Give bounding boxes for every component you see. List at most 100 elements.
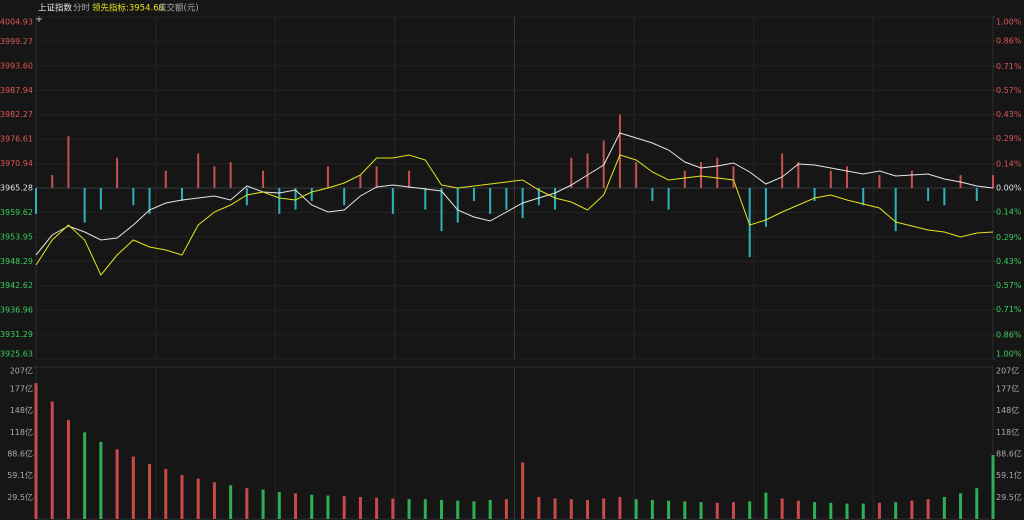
volume-bar bbox=[504, 499, 508, 519]
y-tick-label: 3936.96 bbox=[0, 306, 33, 315]
balance-bar bbox=[764, 188, 767, 227]
indicator-legend: 领先指标:3954.68 bbox=[92, 3, 164, 14]
volume-bar bbox=[115, 449, 119, 519]
y2-tick-label: 0.14% bbox=[996, 207, 1022, 216]
balance-bar bbox=[67, 136, 70, 188]
y-tick-label: 3965.28 bbox=[0, 184, 33, 193]
y-tick-label: 3982.27 bbox=[0, 110, 33, 119]
balance-bar bbox=[424, 188, 427, 210]
y-tick-label: 3993.60 bbox=[0, 61, 33, 70]
balance-bar bbox=[83, 188, 86, 223]
balance-bar bbox=[683, 170, 686, 188]
balance-bar bbox=[278, 188, 281, 214]
volume-bar bbox=[650, 499, 654, 519]
balance-bar bbox=[99, 188, 102, 210]
volume-bar bbox=[180, 474, 184, 519]
volume-bar bbox=[715, 502, 719, 519]
y2-tick-label: 118亿 bbox=[996, 427, 1019, 437]
volume-bar bbox=[861, 503, 865, 519]
balance-bar bbox=[829, 170, 832, 188]
balance-bar bbox=[992, 175, 994, 188]
balance-bar bbox=[35, 188, 37, 214]
balance-bar bbox=[618, 114, 621, 188]
volume-bar bbox=[375, 497, 379, 519]
volume-bar bbox=[634, 499, 638, 519]
balance-bar bbox=[51, 175, 54, 188]
y2-tick-label: 0.86% bbox=[996, 36, 1022, 45]
volume-bar bbox=[407, 499, 411, 519]
balance-bar bbox=[472, 188, 475, 201]
volume-bar bbox=[196, 478, 200, 519]
y-tick-label: 3987.94 bbox=[0, 86, 33, 95]
volume-bar bbox=[796, 500, 800, 519]
y-tick-label: 3959.62 bbox=[0, 208, 33, 217]
balance-bar bbox=[180, 188, 183, 201]
y2-tick-label: 0.29% bbox=[996, 134, 1022, 143]
balance-bar bbox=[440, 188, 443, 232]
volume-bar bbox=[667, 500, 671, 519]
y-tick-label: 88.6亿 bbox=[7, 448, 33, 458]
y-tick-label: 29.5亿 bbox=[7, 492, 33, 502]
y2-tick-label: 0.43% bbox=[996, 110, 1022, 119]
y2-tick-label: 29.5亿 bbox=[996, 492, 1022, 502]
volume-bar bbox=[440, 499, 444, 519]
y2-tick-label: 0.71% bbox=[996, 305, 1022, 314]
balance-bar bbox=[456, 188, 459, 223]
balance-bar bbox=[716, 157, 719, 188]
y2-tick-label: 207亿 bbox=[996, 366, 1019, 376]
y2-tick-label: 1.00% bbox=[996, 18, 1022, 27]
balance-bar bbox=[781, 153, 784, 188]
balance-bar bbox=[635, 162, 638, 188]
volume-bar bbox=[310, 494, 314, 519]
balance-bar bbox=[667, 188, 670, 210]
y2-tick-label: 0.29% bbox=[996, 233, 1022, 242]
volume-bar bbox=[66, 419, 70, 519]
volume-bar bbox=[488, 499, 492, 519]
y2-tick-label: 88.6亿 bbox=[996, 448, 1022, 458]
balance-bar bbox=[197, 153, 200, 188]
balance-bar bbox=[326, 166, 329, 188]
balance-bar bbox=[846, 166, 849, 188]
y2-tick-label: 59.1亿 bbox=[996, 470, 1022, 480]
y2-tick-label: 1.00% bbox=[996, 350, 1022, 359]
y2-tick-label: 0.14% bbox=[996, 160, 1022, 169]
balance-bar bbox=[375, 166, 378, 188]
volume-bar bbox=[877, 502, 881, 519]
balance-bar bbox=[229, 162, 232, 188]
y2-tick-label: 0.71% bbox=[996, 62, 1022, 71]
balance-bar bbox=[116, 157, 119, 188]
volume-bar bbox=[699, 502, 703, 519]
y2-tick-label: 0.43% bbox=[996, 257, 1022, 266]
balance-bar bbox=[343, 188, 346, 206]
volume-bar bbox=[618, 496, 622, 519]
y-tick-label: 59.1亿 bbox=[7, 470, 33, 480]
balance-bar bbox=[586, 153, 589, 188]
volume-bar bbox=[50, 401, 54, 519]
volume-bar bbox=[569, 499, 573, 519]
balance-bar bbox=[813, 188, 816, 201]
volume-title: 成交额(元) bbox=[158, 3, 199, 14]
y2-tick-label: 148亿 bbox=[996, 405, 1019, 415]
volume-bar bbox=[975, 488, 979, 519]
volume-bar bbox=[959, 493, 963, 519]
volume-bar bbox=[277, 491, 281, 519]
y-tick-label: 3976.61 bbox=[0, 135, 33, 144]
volume-bar bbox=[342, 496, 346, 519]
y2-tick-label: 0.86% bbox=[996, 331, 1022, 340]
y2-tick-label: 0.57% bbox=[996, 281, 1022, 290]
balance-bar bbox=[359, 175, 362, 188]
balance-bar bbox=[537, 188, 540, 206]
volume-bar bbox=[991, 455, 995, 519]
y-tick-label: 118亿 bbox=[10, 427, 33, 437]
volume-bar bbox=[131, 456, 135, 519]
volume-bar bbox=[358, 496, 362, 519]
volume-bar bbox=[813, 502, 817, 519]
volume-bar bbox=[34, 383, 38, 519]
series-line bbox=[35, 154, 994, 276]
balance-bar bbox=[975, 188, 978, 201]
volume-bar bbox=[326, 495, 330, 519]
y-tick-label: 3970.94 bbox=[0, 159, 33, 168]
volume-bar bbox=[99, 441, 103, 519]
volume-bar bbox=[553, 498, 557, 519]
balance-bar bbox=[732, 166, 735, 188]
